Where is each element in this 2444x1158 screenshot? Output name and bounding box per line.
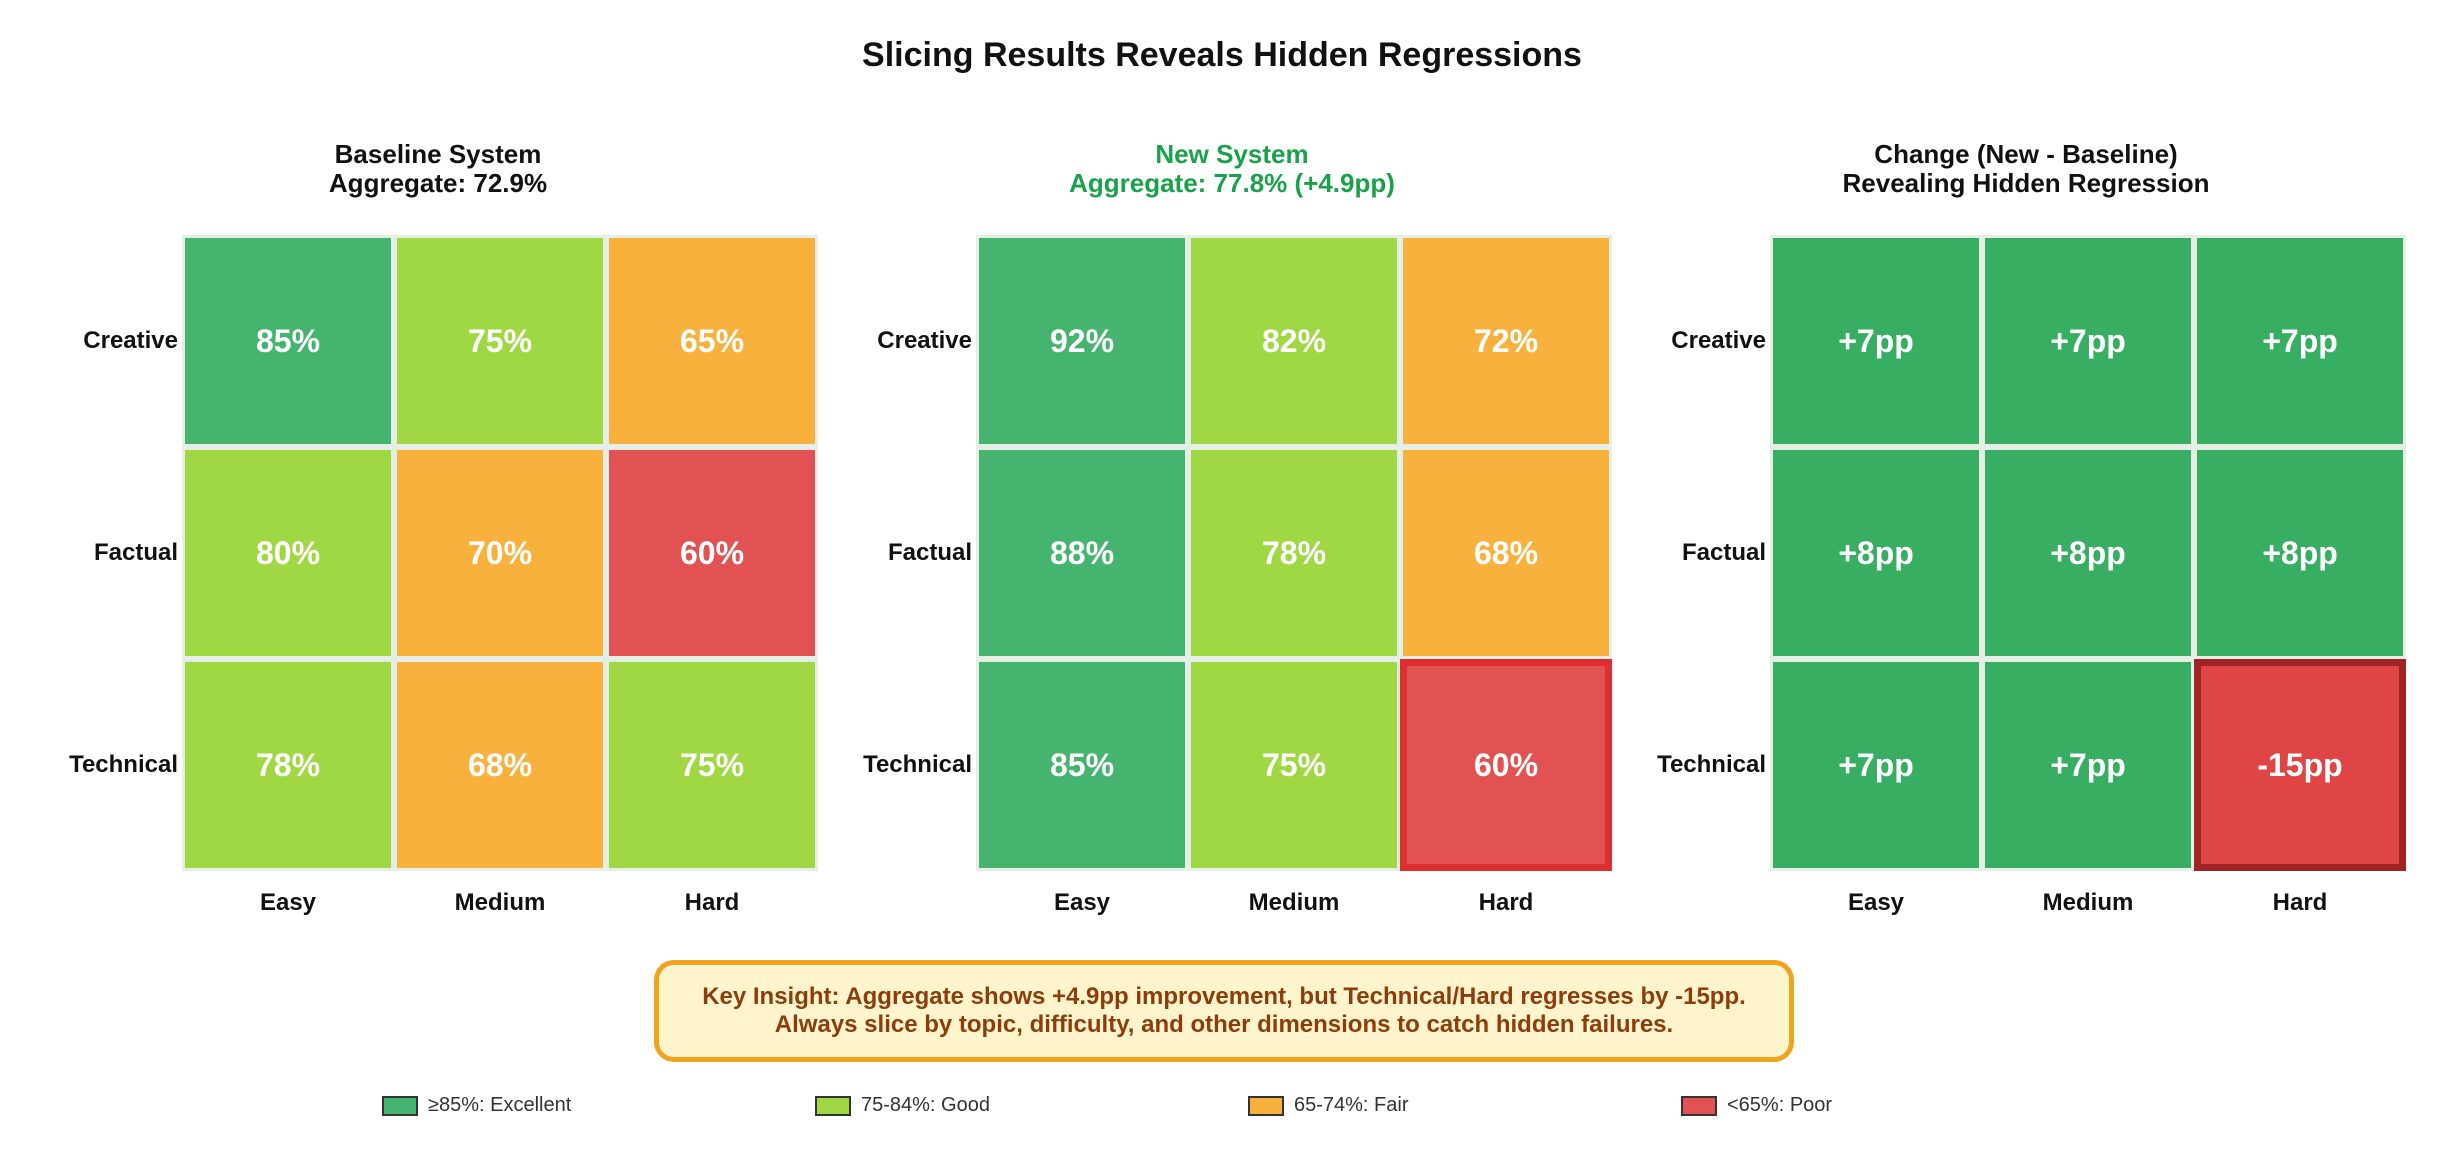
panel-title: Change (New - Baseline) Revealing Hidden… bbox=[1616, 140, 2436, 198]
baseline-heatmap-panel: Baseline System Aggregate: 72.9% 85% 75% 6… bbox=[28, 140, 848, 920]
legend-label: 75-84%: Good bbox=[861, 1094, 990, 1116]
heatmap-cell-technical-easy: 78% bbox=[182, 659, 394, 871]
column-label-medium: Medium bbox=[454, 889, 546, 916]
key-insight-box: Key Insight: Aggregate shows +4.9pp impr… bbox=[654, 960, 1794, 1062]
heatmap-cell-creative-easy: +7pp bbox=[1770, 235, 1982, 447]
heatmap-cell-technical-hard: -15pp bbox=[2194, 659, 2406, 871]
legend-item: <65%: Poor bbox=[1681, 1094, 1832, 1117]
column-label-hard: Hard bbox=[1478, 889, 1534, 916]
heatmap-cell-technical-hard: 75% bbox=[606, 659, 818, 871]
heatmap-cell-technical-medium: 75% bbox=[1188, 659, 1400, 871]
new-system-heatmap-panel: New System Aggregate: 77.8% (+4.9pp) 92%… bbox=[822, 140, 1642, 920]
panel-title-line2: Aggregate: 77.8% (+4.9pp) bbox=[1069, 168, 1395, 198]
heatmap-cell-creative-easy: 92% bbox=[976, 235, 1188, 447]
insight-line1: Key Insight: Aggregate shows +4.9pp impr… bbox=[702, 983, 1746, 1010]
panel-title-line2: Revealing Hidden Regression bbox=[1842, 168, 2210, 198]
column-label-easy: Easy bbox=[1053, 889, 1111, 916]
panel-title-line1: Baseline System bbox=[334, 139, 542, 169]
column-label-easy: Easy bbox=[259, 889, 317, 916]
heatmap-cell-creative-hard: +7pp bbox=[2194, 235, 2406, 447]
heatmap-cell-creative-medium: +7pp bbox=[1982, 235, 2194, 447]
heatmap-cell-technical-easy: 85% bbox=[976, 659, 1188, 871]
legend-swatch bbox=[1248, 1095, 1284, 1116]
row-label-creative: Creative bbox=[1671, 327, 1766, 354]
column-label-medium: Medium bbox=[1248, 889, 1340, 916]
legend-item: ≥85%: Excellent bbox=[382, 1094, 571, 1117]
heatmap-cell-creative-hard: 65% bbox=[606, 235, 818, 447]
heatmap-grid: 85% 75% 65% 80% 70% 60% 78% 68% 75% bbox=[182, 235, 820, 873]
column-label-medium: Medium bbox=[2042, 889, 2134, 916]
row-label-technical: Technical bbox=[863, 751, 972, 778]
legend-swatch bbox=[1681, 1095, 1717, 1116]
panel-title: Baseline System Aggregate: 72.9% bbox=[28, 140, 848, 198]
row-label-factual: Factual bbox=[1681, 539, 1766, 566]
panel-title-line1: Change (New - Baseline) bbox=[1874, 139, 2178, 169]
column-label-easy: Easy bbox=[1847, 889, 1905, 916]
heatmap-cell-technical-medium: 68% bbox=[394, 659, 606, 871]
row-label-creative: Creative bbox=[83, 327, 178, 354]
column-label-hard: Hard bbox=[684, 889, 740, 916]
legend-item: 75-84%: Good bbox=[815, 1094, 990, 1117]
heatmap-cell-factual-hard: +8pp bbox=[2194, 447, 2406, 659]
row-label-factual: Factual bbox=[93, 539, 178, 566]
row-label-technical: Technical bbox=[69, 751, 178, 778]
heatmap-cell-factual-hard: 60% bbox=[606, 447, 818, 659]
heatmap-cell-factual-medium: 78% bbox=[1188, 447, 1400, 659]
heatmap-cell-factual-easy: +8pp bbox=[1770, 447, 1982, 659]
column-label-hard: Hard bbox=[2272, 889, 2328, 916]
heatmap-cell-factual-medium: +8pp bbox=[1982, 447, 2194, 659]
heatmap-cell-technical-easy: +7pp bbox=[1770, 659, 1982, 871]
heatmap-grid: 92% 82% 72% 88% 78% 68% 85% 75% 60% bbox=[976, 235, 1614, 873]
insight-line2: Always slice by topic, difficulty, and o… bbox=[774, 1011, 1674, 1038]
change-heatmap-panel: Change (New - Baseline) Revealing Hidden… bbox=[1616, 140, 2436, 920]
heatmap-cell-factual-hard: 68% bbox=[1400, 447, 1612, 659]
panel-title: New System Aggregate: 77.8% (+4.9pp) bbox=[822, 140, 1642, 198]
row-label-technical: Technical bbox=[1657, 751, 1766, 778]
heatmap-cell-creative-hard: 72% bbox=[1400, 235, 1612, 447]
legend-swatch bbox=[815, 1095, 851, 1116]
panel-title-line2: Aggregate: 72.9% bbox=[328, 168, 548, 198]
heatmap-cell-creative-easy: 85% bbox=[182, 235, 394, 447]
heatmap-grid: +7pp +7pp +7pp +8pp +8pp +8pp +7pp +7pp -15pp bbox=[1770, 235, 2408, 873]
heatmap-cell-creative-medium: 75% bbox=[394, 235, 606, 447]
row-label-factual: Factual bbox=[887, 539, 972, 566]
legend-label: ≥85%: Excellent bbox=[428, 1094, 572, 1116]
chart-title: Slicing Results Reveals Hidden Regressio… bbox=[862, 36, 1582, 74]
heatmap-cell-technical-medium: +7pp bbox=[1982, 659, 2194, 871]
legend-item: 65-74%: Fair bbox=[1248, 1094, 1409, 1117]
legend-label: <65%: Poor bbox=[1727, 1094, 1833, 1116]
heatmap-cell-technical-hard: 60% bbox=[1400, 659, 1612, 871]
legend-label: 65-74%: Fair bbox=[1294, 1094, 1409, 1116]
legend-swatch bbox=[382, 1095, 418, 1116]
heatmap-cell-factual-easy: 88% bbox=[976, 447, 1188, 659]
row-label-creative: Creative bbox=[877, 327, 972, 354]
heatmap-cell-factual-easy: 80% bbox=[182, 447, 394, 659]
heatmap-cell-factual-medium: 70% bbox=[394, 447, 606, 659]
heatmap-cell-creative-medium: 82% bbox=[1188, 235, 1400, 447]
panel-title-line1: New System bbox=[1155, 139, 1309, 169]
